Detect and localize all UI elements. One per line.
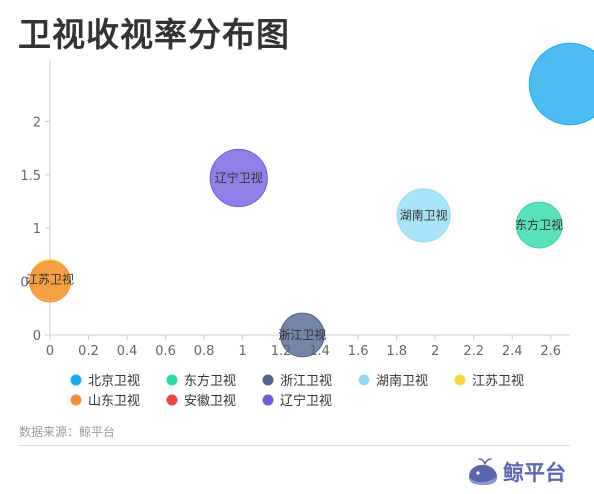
x-tick-label: 2.6 [540,344,561,359]
y-tick-label: 0 [33,329,41,344]
bubble-point [29,260,71,303]
logo-text: 鲸平台 [503,461,566,485]
bubble-point [528,42,594,126]
legend-label: 浙江卫视 [280,374,332,389]
x-tick-label: 0.4 [117,344,138,359]
y-tick-label: 1 [33,222,41,237]
bubble-label: 浙江卫视 [278,327,326,342]
bubble-point [209,148,268,208]
y-tick-label: 2 [33,115,41,130]
x-tick-label: 1.8 [386,344,407,359]
legend-label: 安徽卫视 [184,394,236,409]
x-tick-label: 0.2 [78,344,99,359]
x-tick-label: 0.8 [194,344,215,359]
bubble-point [515,201,563,249]
legend-label: 江苏卫视 [472,373,524,389]
chart-title: 卫视收视率分布图 [18,15,290,54]
data-source: 数据来源：鲸平台 [19,425,116,439]
legend-marker [454,374,466,386]
whale-icon [469,458,497,485]
legend-marker [262,374,274,386]
legend-label: 北京卫视 [88,374,140,389]
legend-marker [358,374,370,386]
bubble-label: 湖南卫视 [400,207,448,222]
legend-label: 辽宁卫视 [280,393,332,409]
bubble-label: 辽宁卫视 [215,170,263,185]
legend-marker [166,374,178,386]
legend-marker [70,374,82,386]
x-tick-label: 2.4 [502,344,523,359]
x-tick-label: 0 [46,344,54,359]
brand-logo: 鲸平台 [466,455,566,489]
legend-label: 湖南卫视 [376,373,428,389]
bubble-point [279,312,325,358]
x-tick-label: 0.6 [155,344,176,359]
bubble-label: 东方卫视 [515,217,563,232]
bubble-chart: 00.20.40.60.811.21.41.61.822.22.42.600.5… [20,42,594,409]
legend-marker [70,394,82,406]
footer-divider [18,445,570,446]
bubble-label: 江苏卫视 [26,271,74,286]
legend-label: 山东卫视 [88,394,140,409]
x-tick-label: 2.2 [463,344,484,359]
x-tick-label: 2 [431,344,439,359]
y-tick-label: 1.5 [20,169,41,184]
bubble-point [396,188,451,243]
legend-marker [166,394,178,406]
x-tick-label: 1 [238,344,246,359]
legend-marker [262,394,274,406]
legend-label: 东方卫视 [184,373,236,389]
x-tick-label: 1.6 [348,344,369,359]
